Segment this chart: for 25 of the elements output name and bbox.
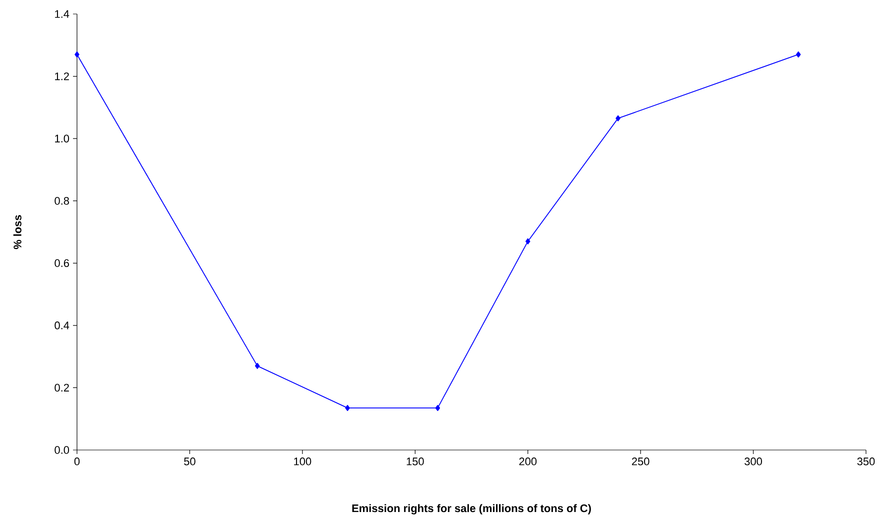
x-tick-label: 200	[519, 458, 537, 466]
x-tick-label: 50	[184, 458, 196, 466]
y-tick-label: 1.0	[55, 134, 70, 142]
y-axis-title: % loss	[13, 215, 22, 250]
point	[435, 404, 440, 411]
point	[616, 115, 620, 122]
y-tick-label: 0.8	[54, 196, 69, 205]
y-tick-label: 1.4	[55, 10, 70, 18]
y-tick-label: 0.4	[54, 322, 70, 330]
point	[254, 362, 260, 369]
y-tick-label: 1.2	[55, 72, 69, 80]
x-axis-title: Emission rights for sale (millions of tons of C)	[352, 504, 591, 514]
x-tick-label: 300	[744, 458, 762, 466]
x-tick-label: 350	[857, 458, 875, 466]
x-tick-label: 100	[294, 458, 312, 466]
x-tick-label: 0	[74, 458, 80, 466]
y-tick-label: 0.6	[54, 259, 69, 268]
x-tick-label: 150	[406, 458, 424, 466]
x-tick-label: 250	[632, 458, 650, 466]
y-tick-label: 0.2	[54, 384, 69, 392]
point	[74, 51, 80, 58]
y-tick-label: 0.0	[54, 446, 70, 454]
point	[345, 404, 350, 411]
point	[796, 51, 801, 58]
point	[525, 238, 530, 244]
